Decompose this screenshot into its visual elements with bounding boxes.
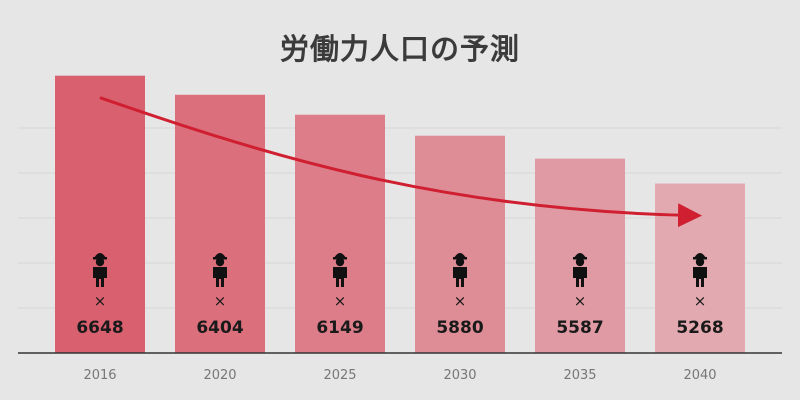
x-axis: 2016 2020 2025 2030 2035 2040 bbox=[18, 352, 782, 383]
grid-lines bbox=[18, 127, 782, 309]
person-with-hardhat-icon bbox=[453, 253, 467, 287]
value-label: 6404 bbox=[196, 318, 243, 338]
person-with-hardhat-icon bbox=[93, 253, 107, 287]
multiply-sign: × bbox=[334, 292, 347, 310]
bar-2025 bbox=[295, 114, 385, 353]
x-tick-label: 2040 bbox=[683, 368, 716, 383]
bar-2030 bbox=[415, 135, 505, 353]
x-tick-label: 2025 bbox=[323, 368, 356, 383]
value-label: 5268 bbox=[676, 318, 723, 338]
x-tick-label: 2020 bbox=[203, 368, 236, 383]
multiply-sign: × bbox=[94, 292, 107, 310]
multiply-sign: × bbox=[574, 292, 587, 310]
value-label: 5587 bbox=[556, 318, 603, 338]
bar-2020 bbox=[175, 94, 265, 353]
person-with-hardhat-icon bbox=[333, 253, 347, 287]
multiply-sign: × bbox=[214, 292, 227, 310]
chart-title: 労働力人口の予測 bbox=[279, 32, 520, 66]
bar-2016 bbox=[55, 75, 145, 353]
bar-labels: × 6648 × 6404 × 6149 × 5880 × 5587 × 5268 bbox=[76, 253, 724, 338]
trend-arrow-line bbox=[99, 96, 702, 228]
x-tick-label: 2030 bbox=[443, 368, 476, 383]
x-tick-label: 2016 bbox=[83, 368, 116, 383]
person-with-hardhat-icon bbox=[213, 253, 227, 287]
multiply-sign: × bbox=[454, 292, 467, 310]
value-label: 6149 bbox=[316, 318, 363, 338]
x-tick-label: 2035 bbox=[563, 368, 596, 383]
multiply-sign: × bbox=[694, 292, 707, 310]
person-with-hardhat-icon bbox=[573, 253, 587, 287]
value-label: 5880 bbox=[436, 318, 483, 338]
value-label: 6648 bbox=[76, 318, 123, 338]
trend-arrow bbox=[99, 96, 702, 228]
person-with-hardhat-icon bbox=[693, 253, 707, 287]
